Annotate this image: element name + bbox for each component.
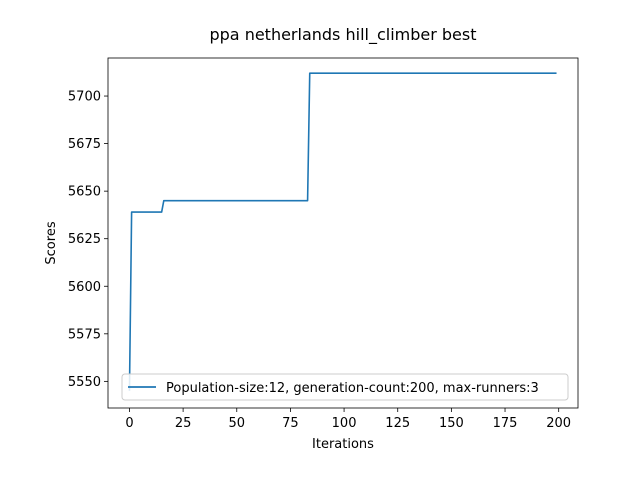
plot-area bbox=[107, 57, 579, 409]
x-tick-label: 175 bbox=[493, 416, 518, 431]
y-tick-label: 5700 bbox=[68, 90, 101, 105]
y-tick-label: 5675 bbox=[68, 137, 101, 152]
x-tick-label: 200 bbox=[546, 416, 571, 431]
x-tick-label: 0 bbox=[125, 416, 133, 431]
plot-frame bbox=[107, 57, 579, 409]
y-tick-label: 5600 bbox=[68, 280, 101, 295]
legend: Population-size:12, generation-count:200… bbox=[121, 373, 569, 401]
x-tick-label: 25 bbox=[175, 416, 192, 431]
chart-title: ppa netherlands hill_climber best bbox=[209, 25, 476, 45]
y-axis: 5550 5575 5600 5625 5650 5675 5700 bbox=[68, 90, 108, 390]
y-tick-label: 5625 bbox=[68, 232, 101, 247]
y-tick-label: 5650 bbox=[68, 185, 101, 200]
x-axis-label: Iterations bbox=[312, 437, 374, 452]
x-tick-label: 125 bbox=[385, 416, 410, 431]
x-tick-label: 150 bbox=[439, 416, 464, 431]
y-tick-label: 5575 bbox=[68, 327, 101, 342]
series-line bbox=[128, 72, 557, 391]
legend-box bbox=[121, 373, 569, 401]
x-axis: 0 25 50 75 100 125 150 175 200 bbox=[125, 408, 571, 431]
x-tick-label: 75 bbox=[282, 416, 299, 431]
y-tick-label: 5550 bbox=[68, 375, 101, 390]
x-tick-label: 50 bbox=[228, 416, 245, 431]
series-layer bbox=[128, 72, 557, 391]
x-tick-label: 100 bbox=[332, 416, 357, 431]
y-axis-label: Scores bbox=[44, 221, 59, 264]
legend-series-label: Population-size:12, generation-count:200… bbox=[166, 381, 539, 396]
